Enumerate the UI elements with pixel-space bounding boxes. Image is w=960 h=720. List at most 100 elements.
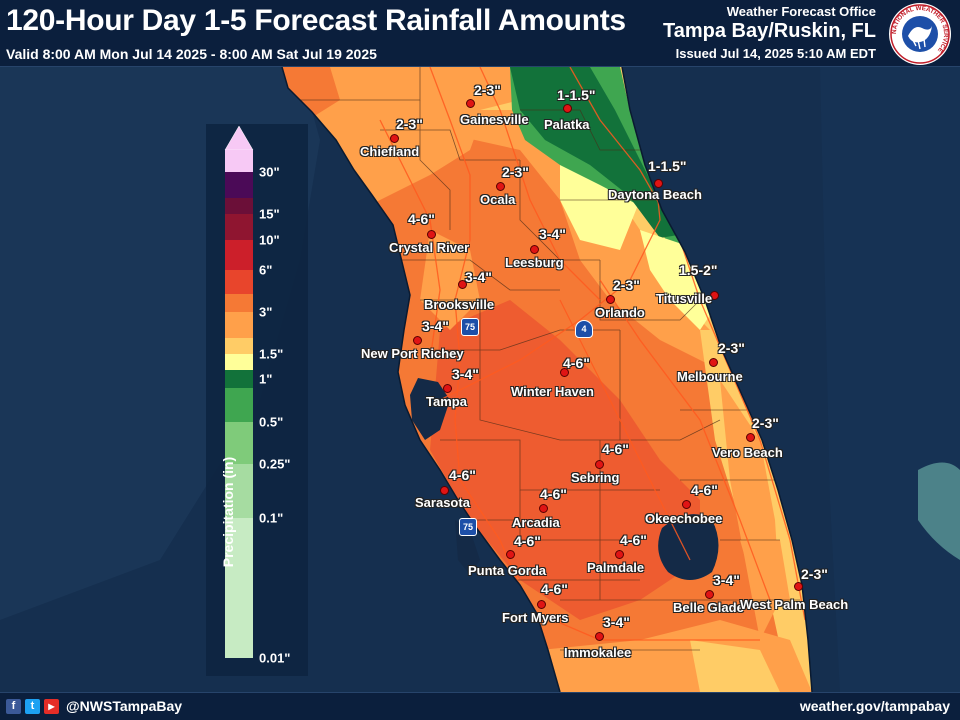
legend-tick-1-5: 1.5" <box>259 346 284 362</box>
facebook-icon[interactable]: f <box>6 699 21 714</box>
city-name-fort-myers: Fort Myers <box>502 610 569 625</box>
rainfall-amount-brooksville: 3-4" <box>465 269 492 285</box>
rainfall-amount-sarasota: 4-6" <box>449 467 476 483</box>
office-location: Tampa Bay/Ruskin, FL <box>662 20 876 42</box>
rainfall-amount-palatka: 1-1.5" <box>557 87 596 103</box>
city-name-punta-gorda: Punta Gorda <box>468 563 547 578</box>
legend-tick-0-1: 0.1" <box>259 510 284 526</box>
city-name-palatka: Palatka <box>544 117 590 132</box>
city-name-melbourne: Melbourne <box>677 369 743 384</box>
legend-tick-1: 1" <box>259 371 273 387</box>
social-handle[interactable]: @NWSTampaBay <box>66 698 183 714</box>
lake-okeechobee <box>658 514 719 580</box>
city-name-brooksville: Brooksville <box>424 297 495 312</box>
city-dot-sebring <box>594 459 604 469</box>
city-name-tampa: Tampa <box>426 394 467 409</box>
gulf-coastline <box>281 67 561 692</box>
map-title: 120-Hour Day 1-5 Forecast Rainfall Amoun… <box>6 4 626 37</box>
legend-tick-6: 6" <box>259 262 273 278</box>
city-dot-punta-gorda <box>505 549 515 559</box>
city-dot-brooksville <box>457 279 467 289</box>
city-dot-orlando <box>605 294 615 304</box>
rainfall-amount-arcadia: 4-6" <box>540 486 567 502</box>
legend-tick-0-01: 0.01" <box>259 650 291 666</box>
city-name-palmdale: Palmdale <box>587 560 645 575</box>
city-name-chiefland: Chiefland <box>360 144 420 159</box>
city-dot-sarasota <box>439 485 449 495</box>
legend-title: Precipitation (in) <box>220 456 236 568</box>
city-dot-melbourne <box>708 357 718 367</box>
rainfall-amount-orlando: 2-3" <box>613 277 640 293</box>
legend-tick-3: 3" <box>259 304 273 320</box>
atlantic-shading <box>820 67 960 692</box>
city-dot-tampa <box>442 383 452 393</box>
city-name-crystal-river: Crystal River <box>389 240 470 255</box>
city-name-gainesville: Gainesville <box>460 112 529 127</box>
city-name-arcadia: Arcadia <box>512 515 560 530</box>
city-dot-palmdale <box>614 549 624 559</box>
rainfall-amount-fort-myers: 4-6" <box>541 581 568 597</box>
rainfall-amount-daytona-beach: 1-1.5" <box>648 158 687 174</box>
city-name-vero-beach: Vero Beach <box>712 445 783 460</box>
city-name-winter-haven: Winter Haven <box>511 384 594 399</box>
header-bar: 120-Hour Day 1-5 Forecast Rainfall Amoun… <box>0 0 960 67</box>
city-name-ocala: Ocala <box>480 192 516 207</box>
footer-bar: f t ▶ @NWSTampaBay weather.gov/tampabay <box>0 692 960 720</box>
city-name-belle-glade: Belle Glade <box>673 600 744 615</box>
rainfall-amount-vero-beach: 2-3" <box>752 415 779 431</box>
city-dot-leesburg <box>529 244 539 254</box>
city-dot-daytona-beach <box>653 178 663 188</box>
youtube-icon[interactable]: ▶ <box>44 699 59 714</box>
rainfall-amount-okeechobee: 4-6" <box>691 482 718 498</box>
legend-tick-15: 15" <box>259 206 280 222</box>
city-dot-immokalee <box>594 631 604 641</box>
issued-time: Issued Jul 14, 2025 5:10 AM EDT <box>675 46 876 61</box>
city-name-okeechobee: Okeechobee <box>645 511 723 526</box>
city-dot-fort-myers <box>536 599 546 609</box>
office-label: Weather Forecast Office <box>726 4 876 19</box>
city-dot-gainesville <box>465 98 475 108</box>
interstate-4-shield-icon: 4 <box>575 320 593 338</box>
precipitation-legend: 30" 15" 10" 6" 3" 1.5" 1" 0.5" 0.25" 0.1… <box>206 124 308 676</box>
rainfall-amount-titusville: 1.5-2" <box>679 262 718 278</box>
highway-lines <box>379 67 806 641</box>
interstate-75-shield-icon: 75 <box>459 518 477 536</box>
city-dot-titusville <box>709 290 719 300</box>
atlantic-coastline <box>621 67 813 692</box>
rainfall-amount-melbourne: 2-3" <box>718 340 745 356</box>
city-name-immokalee: Immokalee <box>564 645 632 660</box>
rainfall-amount-punta-gorda: 4-6" <box>514 533 541 549</box>
city-name-new-port-richey: New Port Richey <box>361 346 464 361</box>
rainfall-amount-gainesville: 2-3" <box>474 82 501 98</box>
rainfall-amount-palmdale: 4-6" <box>620 532 647 548</box>
city-dot-palatka <box>562 103 572 113</box>
rainfall-amount-sebring: 4-6" <box>602 441 629 457</box>
legend-tick-0-5: 0.5" <box>259 414 284 430</box>
tampa-bay <box>410 378 450 440</box>
bahamas-island <box>918 462 960 560</box>
interstate-75-shield-icon: 75 <box>461 318 479 336</box>
city-dot-okeechobee <box>681 499 691 509</box>
legend-tick-10: 10" <box>259 232 280 248</box>
city-dot-winter-haven <box>559 367 569 377</box>
city-name-orlando: Orlando <box>595 305 645 320</box>
rainfall-amount-tampa: 3-4" <box>452 366 479 382</box>
rainfall-amount-ocala: 2-3" <box>502 164 529 180</box>
twitter-icon[interactable]: t <box>25 699 40 714</box>
website-link[interactable]: weather.gov/tampabay <box>799 698 950 714</box>
legend-tick-0-25: 0.25" <box>259 456 291 472</box>
city-name-west-palm-beach: West Palm Beach <box>740 597 849 612</box>
nws-logo-icon: NATIONAL WEATHER SERVICE <box>889 3 951 65</box>
city-dot-west-palm-beach <box>793 581 803 591</box>
rainfall-amount-west-palm-beach: 2-3" <box>801 566 828 582</box>
city-dot-new-port-richey <box>412 335 422 345</box>
city-dot-chiefland <box>389 133 399 143</box>
legend-tick-30: 30" <box>259 164 280 180</box>
rainfall-amount-leesburg: 3-4" <box>539 226 566 242</box>
city-name-leesburg: Leesburg <box>505 255 564 270</box>
city-dot-vero-beach <box>745 432 755 442</box>
city-dot-arcadia <box>538 503 548 513</box>
city-name-daytona-beach: Daytona Beach <box>608 187 702 202</box>
city-dot-belle-glade <box>704 589 714 599</box>
